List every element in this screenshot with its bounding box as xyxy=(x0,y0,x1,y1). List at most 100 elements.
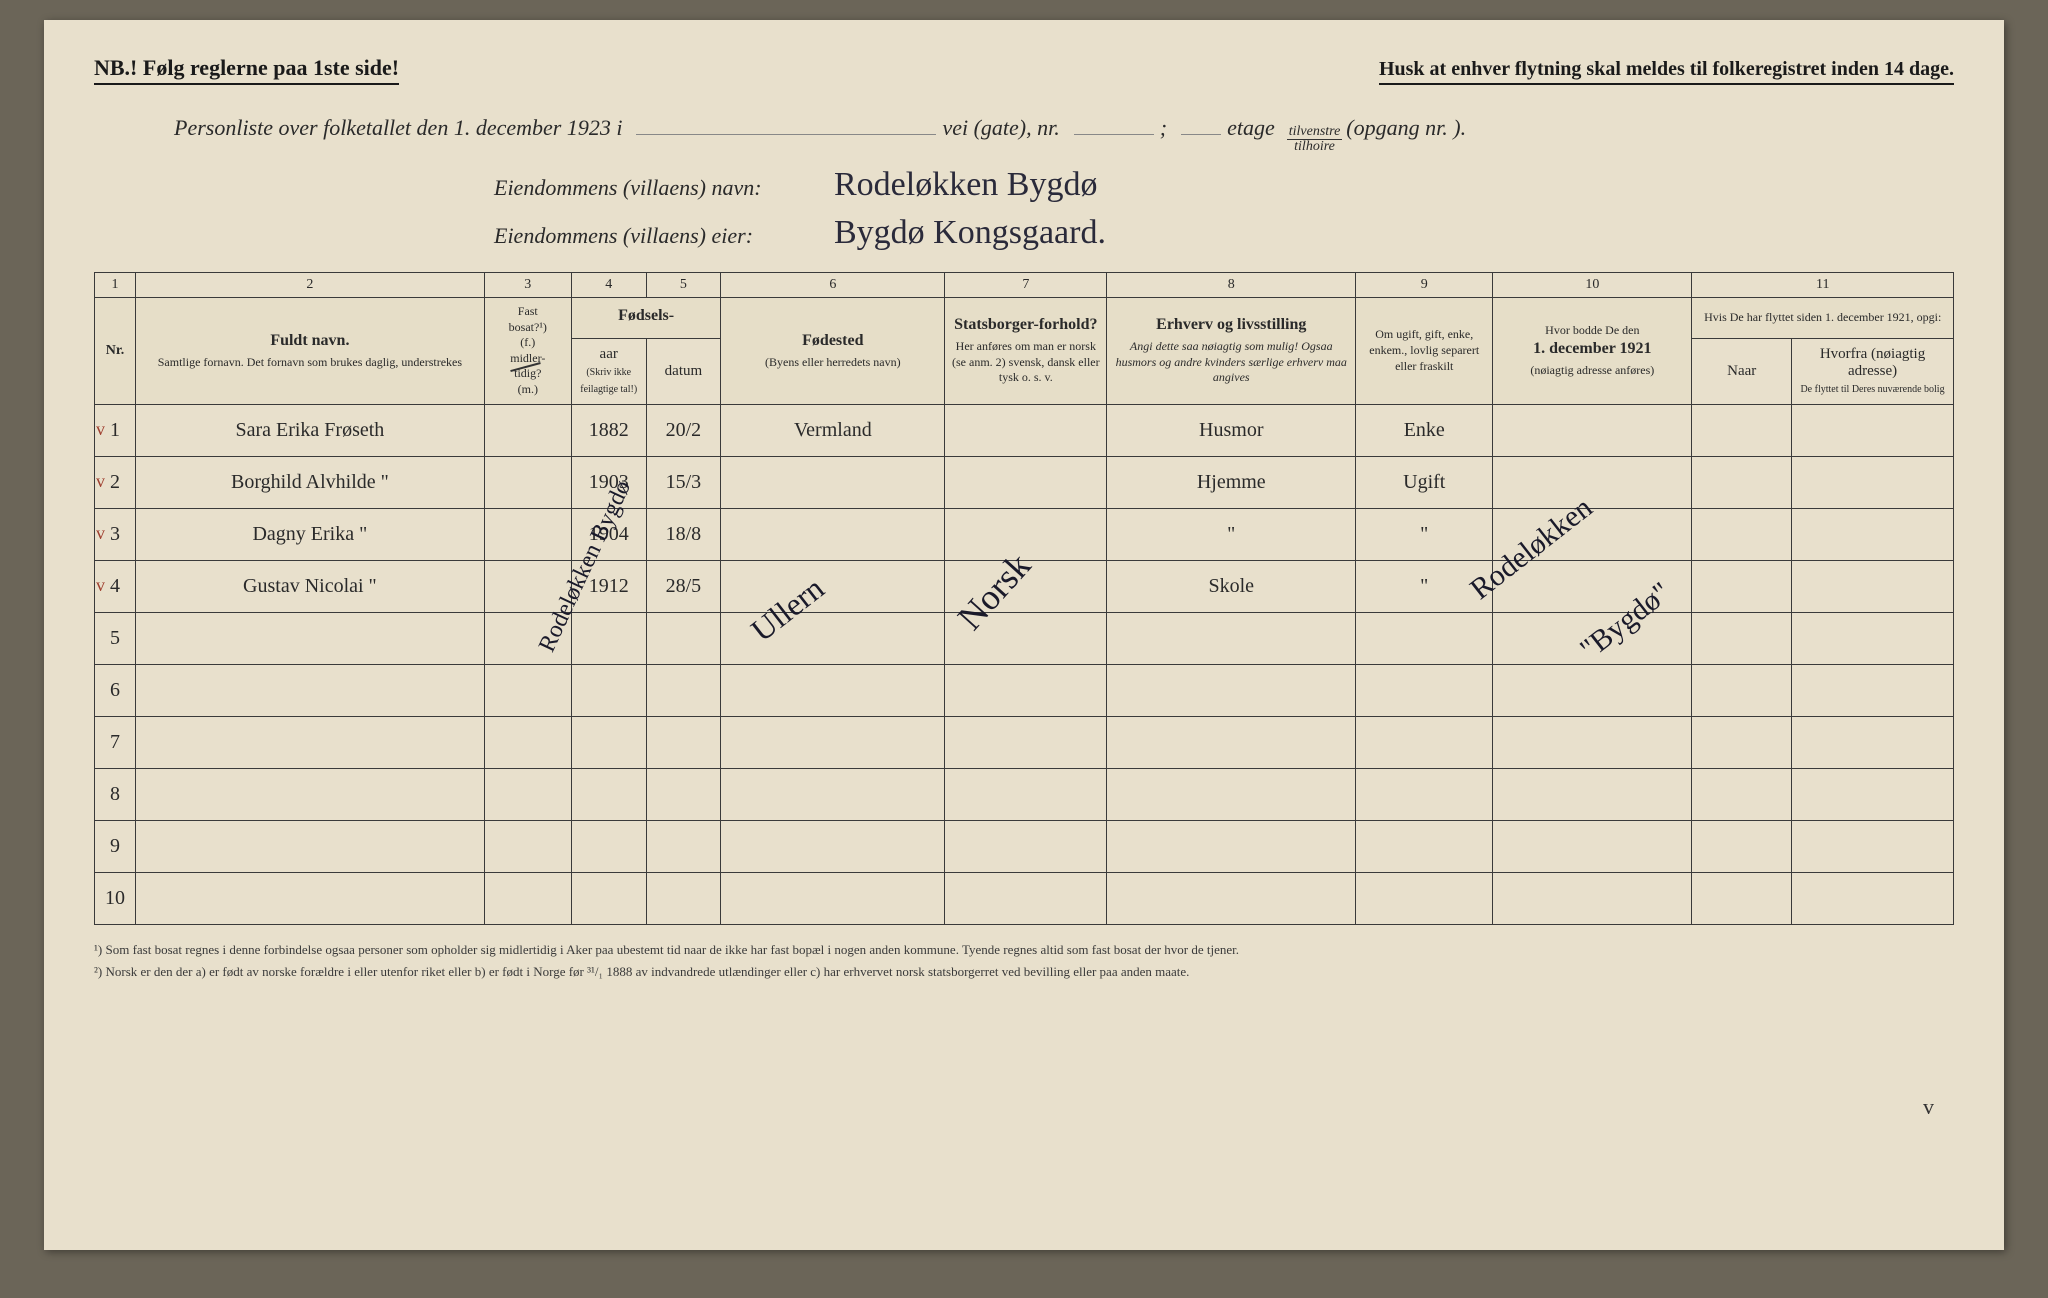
subhead-naar-title: Naar xyxy=(1727,363,1756,379)
empty-row-8: 8 xyxy=(95,768,1954,820)
head-bodde-sub: (nøiagtig adresse anføres) xyxy=(1497,363,1687,379)
head-ugift-text: Om ugift, gift, enke, enkem., lovlig sep… xyxy=(1360,327,1488,374)
property-owner-label: Eiendommens (villaens) eier: xyxy=(494,223,834,249)
head-fodsels: Fødsels- xyxy=(571,298,720,339)
row-3-fodested xyxy=(721,508,945,560)
row-2-hvorfra xyxy=(1792,456,1954,508)
footnotes: ¹) Som fast bosat regnes i denne forbind… xyxy=(94,940,1954,982)
stray-mark: v xyxy=(1923,1094,1934,1120)
row-3-nr: v3 xyxy=(95,508,136,560)
subhead-hvorfra: Hvorfra (nøiagtig adresse) De flyttet ti… xyxy=(1792,338,1954,404)
semicolon: ; xyxy=(1160,115,1167,141)
footnote-2: ²) Norsk er den der a) er født av norske… xyxy=(94,962,1954,982)
row-1-aar: 1882 xyxy=(571,404,646,456)
census-table: 1 2 3 4 5 6 7 8 9 10 11 Nr. Fuldt navn. … xyxy=(94,272,1954,925)
row-4-num: 4 xyxy=(110,575,120,597)
subhead-aar: aar (Skriv ikke feilagtige tal!) xyxy=(571,338,646,404)
empty-row-6: 6 xyxy=(95,664,1954,716)
row-3-erhverv: " xyxy=(1107,508,1356,560)
row-9-nr: 9 xyxy=(95,820,136,872)
colnum-3: 3 xyxy=(484,273,571,298)
row-2-nr: v2 xyxy=(95,456,136,508)
row-2-fodested xyxy=(721,456,945,508)
row-2-ugift: Ugift xyxy=(1356,456,1493,508)
row-3-hvorfra xyxy=(1792,508,1954,560)
row-1-name: Sara Erika Frøseth xyxy=(136,404,485,456)
row-2-naar xyxy=(1692,456,1792,508)
data-row-2: v2 Borghild Alvhilde " 1903 15/3 Hjemme … xyxy=(95,456,1954,508)
head-stats-title: Statsborger-forhold? xyxy=(949,315,1102,336)
head-ugift: Om ugift, gift, enke, enkem., lovlig sep… xyxy=(1356,298,1493,405)
subhead-naar: Naar xyxy=(1692,338,1792,404)
tilhoire: tilhoire xyxy=(1292,140,1337,154)
data-row-1: v1 Sara Erika Frøseth 1882 20/2 Vermland… xyxy=(95,404,1954,456)
head-statsborger: Statsborger-forhold? Her anføres om man … xyxy=(945,298,1107,405)
header-section: Personliste over folketallet den 1. dece… xyxy=(94,115,1954,252)
row-2-fast xyxy=(484,456,571,508)
row-1-erhverv: Husmor xyxy=(1107,404,1356,456)
row-2-check: v xyxy=(96,471,105,492)
property-owner-value: Bygdø Kongsgaard. xyxy=(834,214,1106,252)
head-bodde: Hvor bodde De den 1. december 1921 (nøia… xyxy=(1493,298,1692,405)
row-8-nr: 8 xyxy=(95,768,136,820)
head-flyttet-text: Hvis De har flyttet siden 1. december 19… xyxy=(1696,310,1949,326)
colnum-10: 10 xyxy=(1493,273,1692,298)
head-fuldt-navn: Fuldt navn. Samtlige fornavn. Det fornav… xyxy=(136,298,485,405)
row-1-nr: v1 xyxy=(95,404,136,456)
property-name-label: Eiendommens (villaens) navn: xyxy=(494,175,834,201)
husk-notice: Husk at enhver flytning skal meldes til … xyxy=(1379,58,1954,85)
head-nr: Nr. xyxy=(95,298,136,405)
vei-label: vei (gate), nr. xyxy=(942,115,1059,141)
row-3-num: 3 xyxy=(110,523,120,545)
table-header: 1 2 3 4 5 6 7 8 9 10 11 Nr. Fuldt navn. … xyxy=(95,273,1954,405)
row-2-datum: 15/3 xyxy=(646,456,721,508)
head-fast: Fastbosat?¹)(f.)midler-tidig?(m.) xyxy=(484,298,571,405)
etage-fraction: tilvenstre tilhoire xyxy=(1287,125,1343,154)
colnum-9: 9 xyxy=(1356,273,1493,298)
head-erhverv: Erhverv og livsstilling Angi dette saa n… xyxy=(1107,298,1356,405)
etage-blank xyxy=(1181,134,1221,135)
head-fodsels-title: Fødsels- xyxy=(576,306,716,327)
row-1-num: 1 xyxy=(110,419,120,441)
row-3-datum: 18/8 xyxy=(646,508,721,560)
row-2-num: 2 xyxy=(110,471,120,493)
subhead-flyttet-sub: De flyttet til Deres nuværende bolig xyxy=(1800,384,1944,395)
subhead-hvorfra-title: Hvorfra (nøiagtig adresse) xyxy=(1820,346,1925,379)
nb-notice: NB.! Følg reglerne paa 1ste side! xyxy=(94,55,399,85)
property-owner-line: Eiendommens (villaens) eier: Bygdø Kongs… xyxy=(494,214,1954,252)
head-fodested-sub: (Byens eller herredets navn) xyxy=(725,355,940,371)
census-page: NB.! Følg reglerne paa 1ste side! Husk a… xyxy=(44,20,2004,1250)
colnum-8: 8 xyxy=(1107,273,1356,298)
row-4-erhverv: Skole xyxy=(1107,560,1356,612)
row-3-naar xyxy=(1692,508,1792,560)
colnum-5: 5 xyxy=(646,273,721,298)
property-name-line: Eiendommens (villaens) navn: Rodeløkken … xyxy=(494,166,1954,204)
head-erhverv-sub: Angi dette saa nøiagtig som mulig! Ogsaa… xyxy=(1111,339,1351,386)
row-4-naar xyxy=(1692,560,1792,612)
head-flyttet: Hvis De har flyttet siden 1. december 19… xyxy=(1692,298,1954,339)
colnum-4: 4 xyxy=(571,273,646,298)
colnum-11: 11 xyxy=(1692,273,1954,298)
colnum-6: 6 xyxy=(721,273,945,298)
empty-row-10: 10 xyxy=(95,872,1954,924)
colnum-7: 7 xyxy=(945,273,1107,298)
row-3-check: v xyxy=(96,523,105,544)
row-2-stats xyxy=(945,456,1107,508)
row-1-naar xyxy=(1692,404,1792,456)
row-1-fast xyxy=(484,404,571,456)
row-6-nr: 6 xyxy=(95,664,136,716)
row-4-fodested xyxy=(721,560,945,612)
empty-row-7: 7 xyxy=(95,716,1954,768)
head-erhverv-title: Erhverv og livsstilling xyxy=(1111,315,1351,336)
subhead-datum: datum xyxy=(646,338,721,404)
nr-blank xyxy=(1074,134,1154,135)
row-1-ugift: Enke xyxy=(1356,404,1493,456)
row-7-nr: 7 xyxy=(95,716,136,768)
head-fast-text: Fastbosat?¹)(f.)midler-tidig?(m.) xyxy=(489,304,567,398)
etage-label: etage xyxy=(1227,115,1275,141)
street-blank xyxy=(636,134,936,135)
row-3-fast xyxy=(484,508,571,560)
footnote-1: ¹) Som fast bosat regnes i denne forbind… xyxy=(94,940,1954,960)
head-name-sub: Samtlige fornavn. Det fornavn som brukes… xyxy=(140,355,480,371)
row-4-check: v xyxy=(96,575,105,596)
